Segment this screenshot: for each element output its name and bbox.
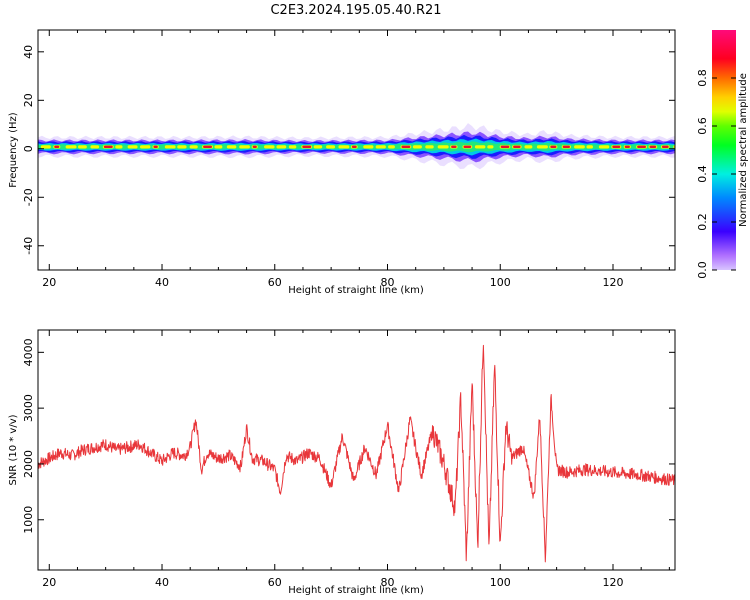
snr-x-axis-label: Height of straight line (km) (288, 585, 424, 596)
spectrogram-x-tick-label: 20 (42, 276, 56, 289)
spectrogram-core-segment (78, 145, 87, 149)
spectrogram-core-segment (40, 145, 51, 149)
spectrogram-core-segment (313, 145, 323, 149)
snr-x-tick-label: 60 (268, 576, 282, 589)
spectrogram-core-peak (612, 145, 621, 149)
spectrogram-core-peak (103, 145, 113, 149)
spectrogram-core-segment (586, 145, 593, 149)
spectrogram-x-ticks: 20 40 60 80 100 120 (42, 30, 670, 289)
spectrogram-core-peak (513, 145, 521, 149)
spectrogram-core-peak (153, 145, 158, 149)
snr-y-tick-label: 3000 (22, 394, 35, 422)
spectrogram-y-tick-label: -20 (22, 188, 35, 206)
spectrogram-core-peak (54, 145, 60, 149)
spectrogram-core-segment (226, 145, 237, 149)
spectrogram-core-segment (363, 145, 374, 149)
spectrogram-core-peak (674, 145, 675, 148)
spectrogram-x-tick-label: 100 (490, 276, 511, 289)
spectrogram-core-segment (288, 145, 297, 149)
spectrogram-core-peak (401, 145, 411, 149)
spectrogram-core-segment (164, 145, 176, 149)
spectrogram-core-segment (437, 145, 449, 149)
spectrogram-core-segment (474, 145, 486, 149)
colorbar-tick-label: 0.4 (696, 165, 709, 183)
spectrogram-core-segment (425, 145, 434, 149)
spectrogram-core-segment (239, 145, 250, 149)
spectrogram-core-segment (177, 145, 187, 149)
snr-x-tick-label: 80 (381, 576, 395, 589)
spectrogram-core-peak (562, 145, 570, 149)
snr-y-ticks: 1000 2000 3000 4000 (22, 338, 675, 534)
spectrogram-y-axis-label: Frequency (Hz) (8, 112, 19, 188)
spectrogram-core-segment (127, 145, 138, 149)
spectrogram-core-peak (203, 145, 213, 149)
spectrogram-y-tick-label: 40 (22, 45, 35, 59)
snr-panel: 20 40 60 80 100 120 1000 2000 3000 4000 Height o… (8, 329, 676, 596)
colorbar-tick-label: 0.0 (696, 261, 709, 279)
snr-plot-area (38, 330, 675, 570)
spectrogram-core-segment (214, 145, 223, 149)
spectrogram-core-peak (451, 145, 457, 149)
spectrogram-panel: 20 40 60 80 100 120 -40 -20 0 20 40 Height of str… (8, 29, 676, 296)
spectrogram-core-segment (264, 145, 275, 149)
spectrogram-band (38, 123, 675, 170)
spectrogram-core-peak (661, 145, 669, 149)
snr-x-tick-label: 20 (42, 576, 56, 589)
colorbar-label: Normalized spectral amplitude (738, 73, 749, 227)
spectrogram-x-tick-label: 120 (602, 276, 623, 289)
colorbar-ticks: 0.0 0.2 0.4 0.6 0.8 (696, 69, 736, 279)
spectrogram-core-peak (637, 145, 647, 149)
spectrogram-y-tick-label: 0 (22, 145, 35, 152)
spectrogram-core-peak (302, 145, 312, 149)
spectrogram-core-segment (115, 145, 123, 149)
spectrogram-core-segment (326, 145, 336, 149)
spectrogram-x-tick-label: 60 (268, 276, 282, 289)
spectrogram-frame (37, 29, 676, 271)
spectrogram-core-segment (388, 145, 395, 149)
spectrogram-core-segment (375, 145, 386, 149)
colorbar-tick-label: 0.8 (696, 69, 709, 87)
spectrogram-core-peak (550, 145, 557, 149)
figure-title: C2E3.2024.195.05.40.R21 (270, 3, 441, 18)
spectrogram-core-segment (65, 145, 77, 149)
snr-x-tick-label: 40 (155, 576, 169, 589)
spectrogram-x-tick-label: 40 (155, 276, 169, 289)
spectrogram-core-segment (140, 145, 151, 149)
spectrogram-core-peak (649, 145, 657, 149)
snr-x-tick-label: 120 (602, 576, 623, 589)
spectrogram-core-segment (90, 145, 100, 149)
spectrogram-core-segment (524, 145, 533, 149)
spectrogram-core-peak (463, 145, 472, 149)
spectrogram-x-tick-label: 80 (381, 276, 395, 289)
colorbar: 0.0 0.2 0.4 0.6 0.8 Normalized spectral ampl… (696, 30, 749, 279)
spectrogram-core-peak (624, 145, 630, 149)
spectrogram-core-segment (412, 145, 422, 149)
snr-frame (37, 329, 676, 571)
colorbar-tick-label: 0.2 (696, 213, 709, 231)
snr-y-axis-label: SNR (10 * v/v) (8, 414, 19, 485)
snr-series-line (38, 344, 675, 563)
snr-x-ticks: 20 40 60 80 100 120 (42, 330, 670, 589)
snr-x-tick-label: 100 (490, 576, 511, 589)
spectrogram-y-tick-label: 20 (22, 93, 35, 107)
spectrogram-core-segment (338, 145, 350, 149)
snr-y-tick-label: 1000 (22, 506, 35, 534)
spectrogram-y-tick-label: -40 (22, 237, 35, 255)
spectrogram-y-ticks: -40 -20 0 20 40 (22, 45, 675, 255)
spectrogram-core-segment (574, 145, 585, 149)
spectrogram-core-segment (536, 145, 548, 149)
spectrogram-core-segment (487, 145, 494, 149)
snr-y-tick-label: 4000 (22, 338, 35, 366)
colorbar-tick-label: 0.6 (696, 117, 709, 135)
spectrogram-x-axis-label: Height of straight line (km) (288, 285, 424, 296)
spectrogram-core-peak (252, 145, 257, 149)
spectrogram-core-peak (351, 145, 357, 149)
spectrogram-core-peak (500, 145, 510, 149)
colorbar-gradient (712, 30, 736, 270)
spectrogram-core-segment (276, 145, 287, 149)
spectrogram-core-segment (598, 145, 610, 149)
snr-y-tick-label: 2000 (22, 450, 35, 478)
spectrogram-core-segment (189, 145, 198, 149)
